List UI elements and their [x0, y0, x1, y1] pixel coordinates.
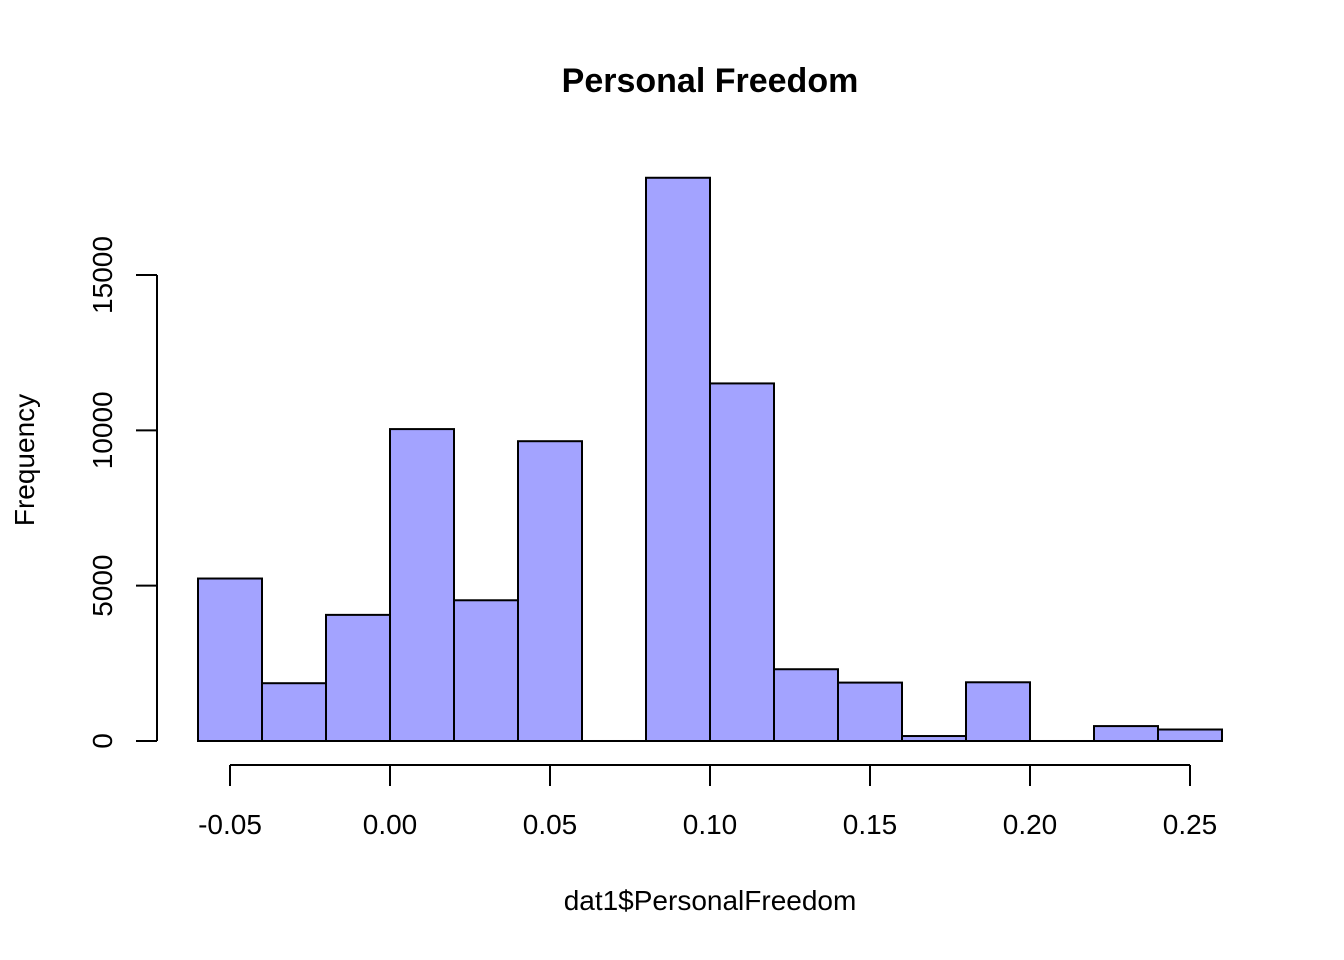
x-tick-label-1: 0.00: [363, 809, 418, 840]
y-tick-label-1: 5000: [87, 555, 118, 617]
histogram-bar-8: [709, 382, 775, 742]
x-tick-label-5: 0.20: [1003, 809, 1058, 840]
x-tick-label-0: -0.05: [198, 809, 262, 840]
histogram-bar-2: [325, 613, 391, 742]
histogram-bars: [197, 176, 1223, 743]
x-tick-label-6: 0.25: [1163, 809, 1218, 840]
x-axis: -0.05 0.00 0.05 0.10 0.15 0.20 0.25: [198, 764, 1218, 840]
histogram-bar-14: [1093, 725, 1159, 743]
y-tick-label-2: 10000: [87, 391, 118, 469]
x-tick-label-3: 0.10: [683, 809, 738, 840]
x-tick-label-4: 0.15: [843, 809, 898, 840]
histogram-bar-12: [965, 681, 1031, 742]
x-axis-label: dat1$PersonalFreedom: [564, 885, 857, 916]
histogram-bar-3: [389, 428, 455, 742]
histogram-bar-9: [773, 668, 839, 743]
x-tick-label-2: 0.05: [523, 809, 578, 840]
histogram-bar-15: [1157, 728, 1223, 742]
histogram-bar-11: [901, 735, 967, 743]
y-tick-label-3: 15000: [87, 236, 118, 314]
y-axis: 0 5000 10000 15000: [87, 236, 158, 749]
chart-title: Personal Freedom: [562, 62, 859, 100]
histogram-bar-1: [261, 682, 327, 743]
histogram-bar-4: [453, 599, 519, 742]
y-tick-label-0: 0: [87, 733, 118, 749]
y-axis-label: Frequency: [9, 394, 40, 526]
histogram-bar-7: [645, 176, 711, 742]
histogram-bar-0: [197, 577, 263, 743]
histogram-bar-5: [517, 440, 583, 742]
histogram-bar-10: [837, 681, 903, 742]
